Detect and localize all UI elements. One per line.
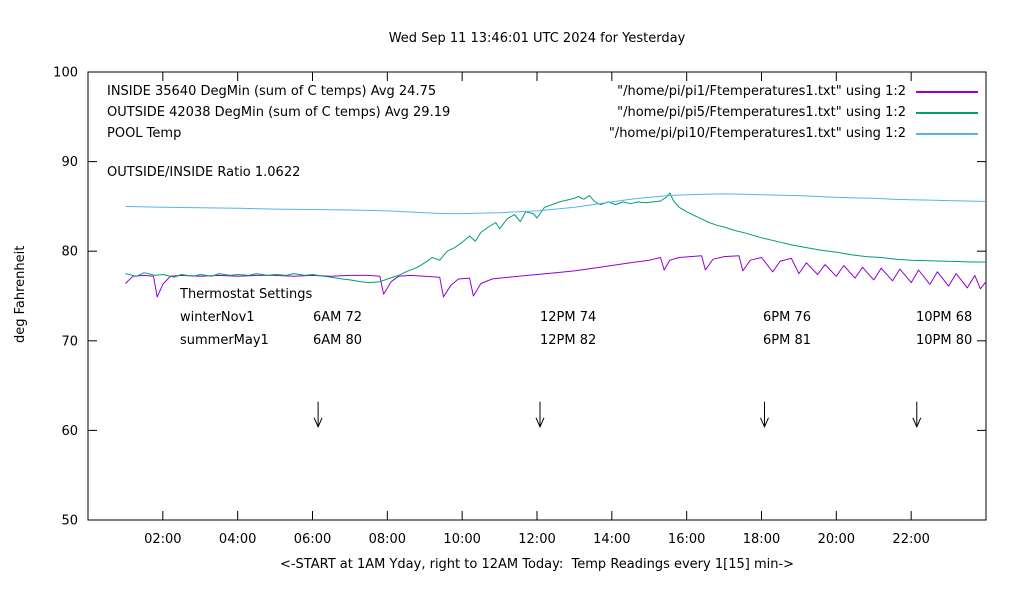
thermostat-row-winter: winterNov1 6AM 72 12PM 74 6PM 76 10PM 68 xyxy=(0,310,1020,328)
x-tick-label: 04:00 xyxy=(219,532,256,547)
legend-file-inside: "/home/pi/pi1/Ftemperatures1.txt" using … xyxy=(617,84,906,99)
thermostat-summer-12pm: 12PM 82 xyxy=(540,333,597,348)
y-axis-label: deg Fahrenheit xyxy=(13,245,28,343)
legend: INSIDE 35640 DegMin (sum of C temps) Avg… xyxy=(107,81,978,144)
thermostat-row-summer: summerMay1 6AM 80 12PM 82 6PM 81 10PM 80 xyxy=(0,333,1020,351)
x-tick-label: 06:00 xyxy=(294,532,331,547)
chart-title: Wed Sep 11 13:46:01 UTC 2024 for Yesterd… xyxy=(388,31,686,46)
x-tick-label: 14:00 xyxy=(593,532,630,547)
legend-right-inside: "/home/pi/pi1/Ftemperatures1.txt" using … xyxy=(617,84,978,99)
thermostat-winter-label: winterNov1 xyxy=(180,310,255,325)
thermostat-summer-6am: 6AM 80 xyxy=(313,333,363,348)
legend-label-outside: OUTSIDE 42038 DegMin (sum of C temps) Av… xyxy=(107,105,451,120)
x-tick-label: 20:00 xyxy=(818,532,855,547)
thermostat-summer-6pm: 6PM 81 xyxy=(763,333,812,348)
thermostat-title: Thermostat Settings xyxy=(180,287,313,302)
x-tick-label: 12:00 xyxy=(518,532,555,547)
series-line-pool xyxy=(125,193,987,215)
x-tick-label: 08:00 xyxy=(369,532,406,547)
x-axis-label: <-START at 1AM Yday, right to 12AM Today… xyxy=(279,557,795,572)
thermostat-winter-12pm: 12PM 74 xyxy=(540,310,597,325)
x-tick-label: 10:00 xyxy=(443,532,480,547)
legend-line-sample-outside xyxy=(916,111,978,114)
legend-file-outside: "/home/pi/pi5/Ftemperatures1.txt" using … xyxy=(617,105,906,120)
y-tick-label: 60 xyxy=(61,424,78,439)
legend-row-outside: OUTSIDE 42038 DegMin (sum of C temps) Av… xyxy=(107,102,978,123)
y-tick-label: 80 xyxy=(61,245,78,260)
legend-line-sample-inside xyxy=(916,90,978,93)
x-tick-label: 18:00 xyxy=(743,532,780,547)
schedule-arrow-head xyxy=(912,417,922,429)
series-line-outside xyxy=(125,192,986,284)
y-tick-label: 50 xyxy=(61,514,78,529)
legend-label-pool: POOL Temp xyxy=(107,126,182,141)
schedule-arrow-head xyxy=(535,417,545,429)
thermostat-winter-6pm: 6PM 76 xyxy=(763,310,812,325)
schedule-arrow-head xyxy=(313,417,323,429)
x-tick-label: 02:00 xyxy=(144,532,181,547)
series-line-inside xyxy=(125,255,987,298)
thermostat-summer-label: summerMay1 xyxy=(180,333,269,348)
x-tick-label: 22:00 xyxy=(892,532,929,547)
thermostat-summer-10pm: 10PM 80 xyxy=(916,333,973,348)
legend-file-pool: "/home/pi/pi10/Ftemperatures1.txt" using… xyxy=(608,126,906,141)
legend-label-inside: INSIDE 35640 DegMin (sum of C temps) Avg… xyxy=(107,84,437,99)
legend-row-pool: POOL Temp "/home/pi/pi10/Ftemperatures1.… xyxy=(107,123,978,144)
thermostat-winter-6am: 6AM 72 xyxy=(313,310,363,325)
legend-right-outside: "/home/pi/pi5/Ftemperatures1.txt" using … xyxy=(617,105,978,120)
thermostat-winter-10pm: 10PM 68 xyxy=(916,310,973,325)
legend-line-sample-pool xyxy=(916,132,978,135)
legend-right-pool: "/home/pi/pi10/Ftemperatures1.txt" using… xyxy=(609,126,978,141)
x-tick-label: 16:00 xyxy=(668,532,705,547)
schedule-arrow-head xyxy=(760,417,769,429)
y-tick-label: 100 xyxy=(53,66,78,81)
y-tick-label: 70 xyxy=(61,334,78,349)
legend-row-inside: INSIDE 35640 DegMin (sum of C temps) Avg… xyxy=(107,81,978,102)
ratio-label: OUTSIDE/INSIDE Ratio 1.0622 xyxy=(107,165,301,180)
y-tick-label: 90 xyxy=(61,155,78,170)
